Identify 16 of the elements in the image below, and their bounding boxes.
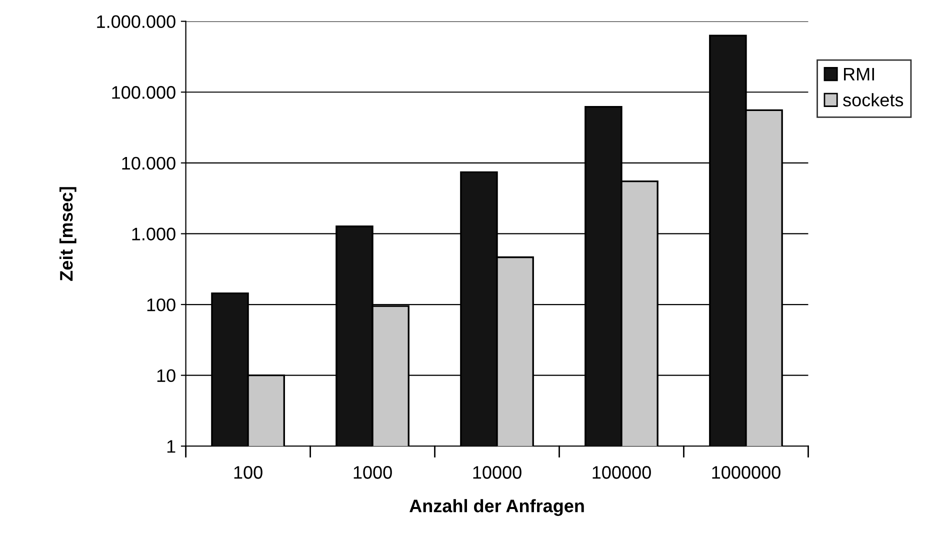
legend-label: sockets [843, 93, 904, 106]
y-tick-label: 1 [167, 440, 176, 453]
x-axis-title: Anzahl der Anfragen [410, 499, 584, 516]
y-tick-label: 10.000 [122, 156, 176, 170]
x-tick-label: 1000000 [712, 466, 780, 479]
y-tick-label: 100.000 [112, 86, 176, 99]
y-tick-label: 100 [147, 298, 176, 312]
x-tick-label: 100000 [592, 466, 651, 479]
x-tick-label: 100 [234, 466, 262, 479]
x-tick-label: 1000 [354, 466, 392, 479]
y-tick-label: 1.000 [132, 228, 176, 240]
y-tick-label: 1.000.000 [97, 15, 176, 28]
x-tick-label: 10000 [473, 466, 522, 479]
legend-label: RMI [844, 68, 874, 80]
y-tick-label: 10 [157, 369, 176, 382]
y-axis-title: Zeit [msec] [59, 187, 76, 281]
